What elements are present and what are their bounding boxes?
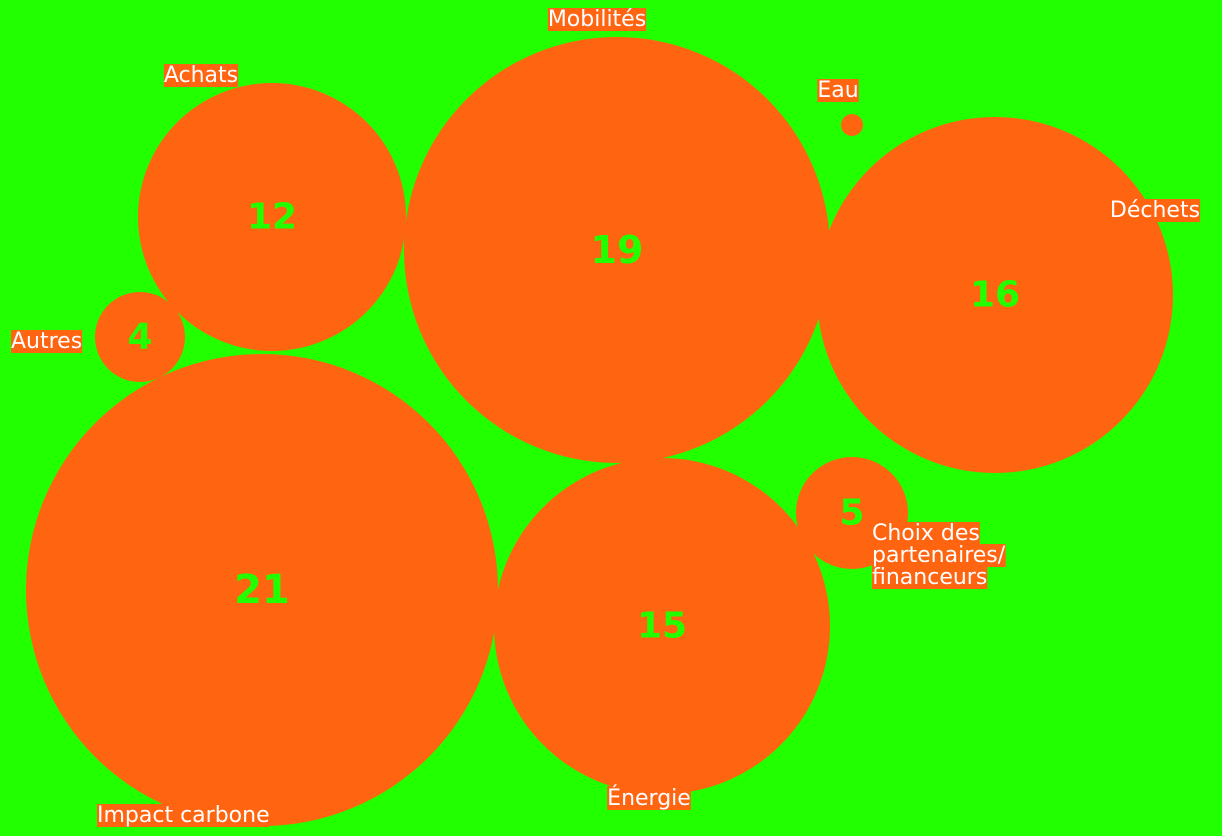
label-text-autres: Autres: [11, 329, 82, 354]
label-highlight: [97, 804, 270, 827]
label-highlight: [607, 786, 691, 810]
label-text-dechets: Déchets: [1110, 198, 1200, 223]
value-energie: 15: [637, 606, 687, 647]
labels-layer: Impact carbone Mobilités Déchets Énergie Ach…: [11, 7, 1201, 828]
label-impact-carbone: Impact carbone: [97, 803, 270, 828]
value-dechets: 16: [970, 275, 1020, 316]
label-autres: Autres: [11, 329, 83, 354]
value-impact-carbone: 21: [234, 567, 290, 613]
bubble-eau: [841, 114, 863, 136]
bubble-achats: [138, 83, 406, 351]
label-achats: Achats: [163, 63, 239, 88]
bubble-energie: [494, 458, 830, 794]
label-mobilites: Mobilités: [547, 7, 647, 32]
label-text-achats: Achats: [164, 63, 238, 88]
value-achats: 12: [247, 197, 297, 238]
label-text-energie: Énergie: [607, 785, 691, 811]
label-text-eau: Eau: [817, 78, 858, 103]
value-autres: 4: [127, 317, 152, 358]
label-highlight: [547, 8, 647, 31]
label-highlight: [11, 330, 83, 353]
bubble-impact-carbone: [26, 354, 498, 826]
label-text-impact-carbone: Impact carbone: [97, 803, 270, 828]
label-highlight: [872, 522, 980, 545]
label-highlight: [163, 64, 239, 87]
label-text-choix-des-partenaires-financeurs: Choix des partenaires/financeurs: [872, 521, 1006, 590]
bubbles-layer: [26, 37, 1173, 826]
label-highlight: [872, 566, 988, 589]
label-eau: Eau: [817, 78, 859, 103]
label-choix-des-partenaires-financeurs: Choix des partenaires/financeurs: [872, 521, 1006, 590]
label-text-mobilites: Mobilités: [548, 7, 646, 32]
values-layer: 21 19 16 15 12 5 4: [127, 197, 1020, 647]
label-dechets: Déchets: [1109, 198, 1201, 223]
value-choix-des-partenaires-financeurs: 5: [839, 493, 864, 534]
label-highlight: [1109, 199, 1201, 222]
bubble-mobilites: [404, 37, 830, 463]
label-energie: Énergie: [607, 785, 691, 811]
bubble-dechets: [817, 117, 1173, 473]
bubble-autres: [95, 292, 185, 382]
value-mobilites: 19: [591, 228, 644, 272]
label-highlight: [817, 79, 859, 102]
label-highlight: [872, 544, 1006, 567]
